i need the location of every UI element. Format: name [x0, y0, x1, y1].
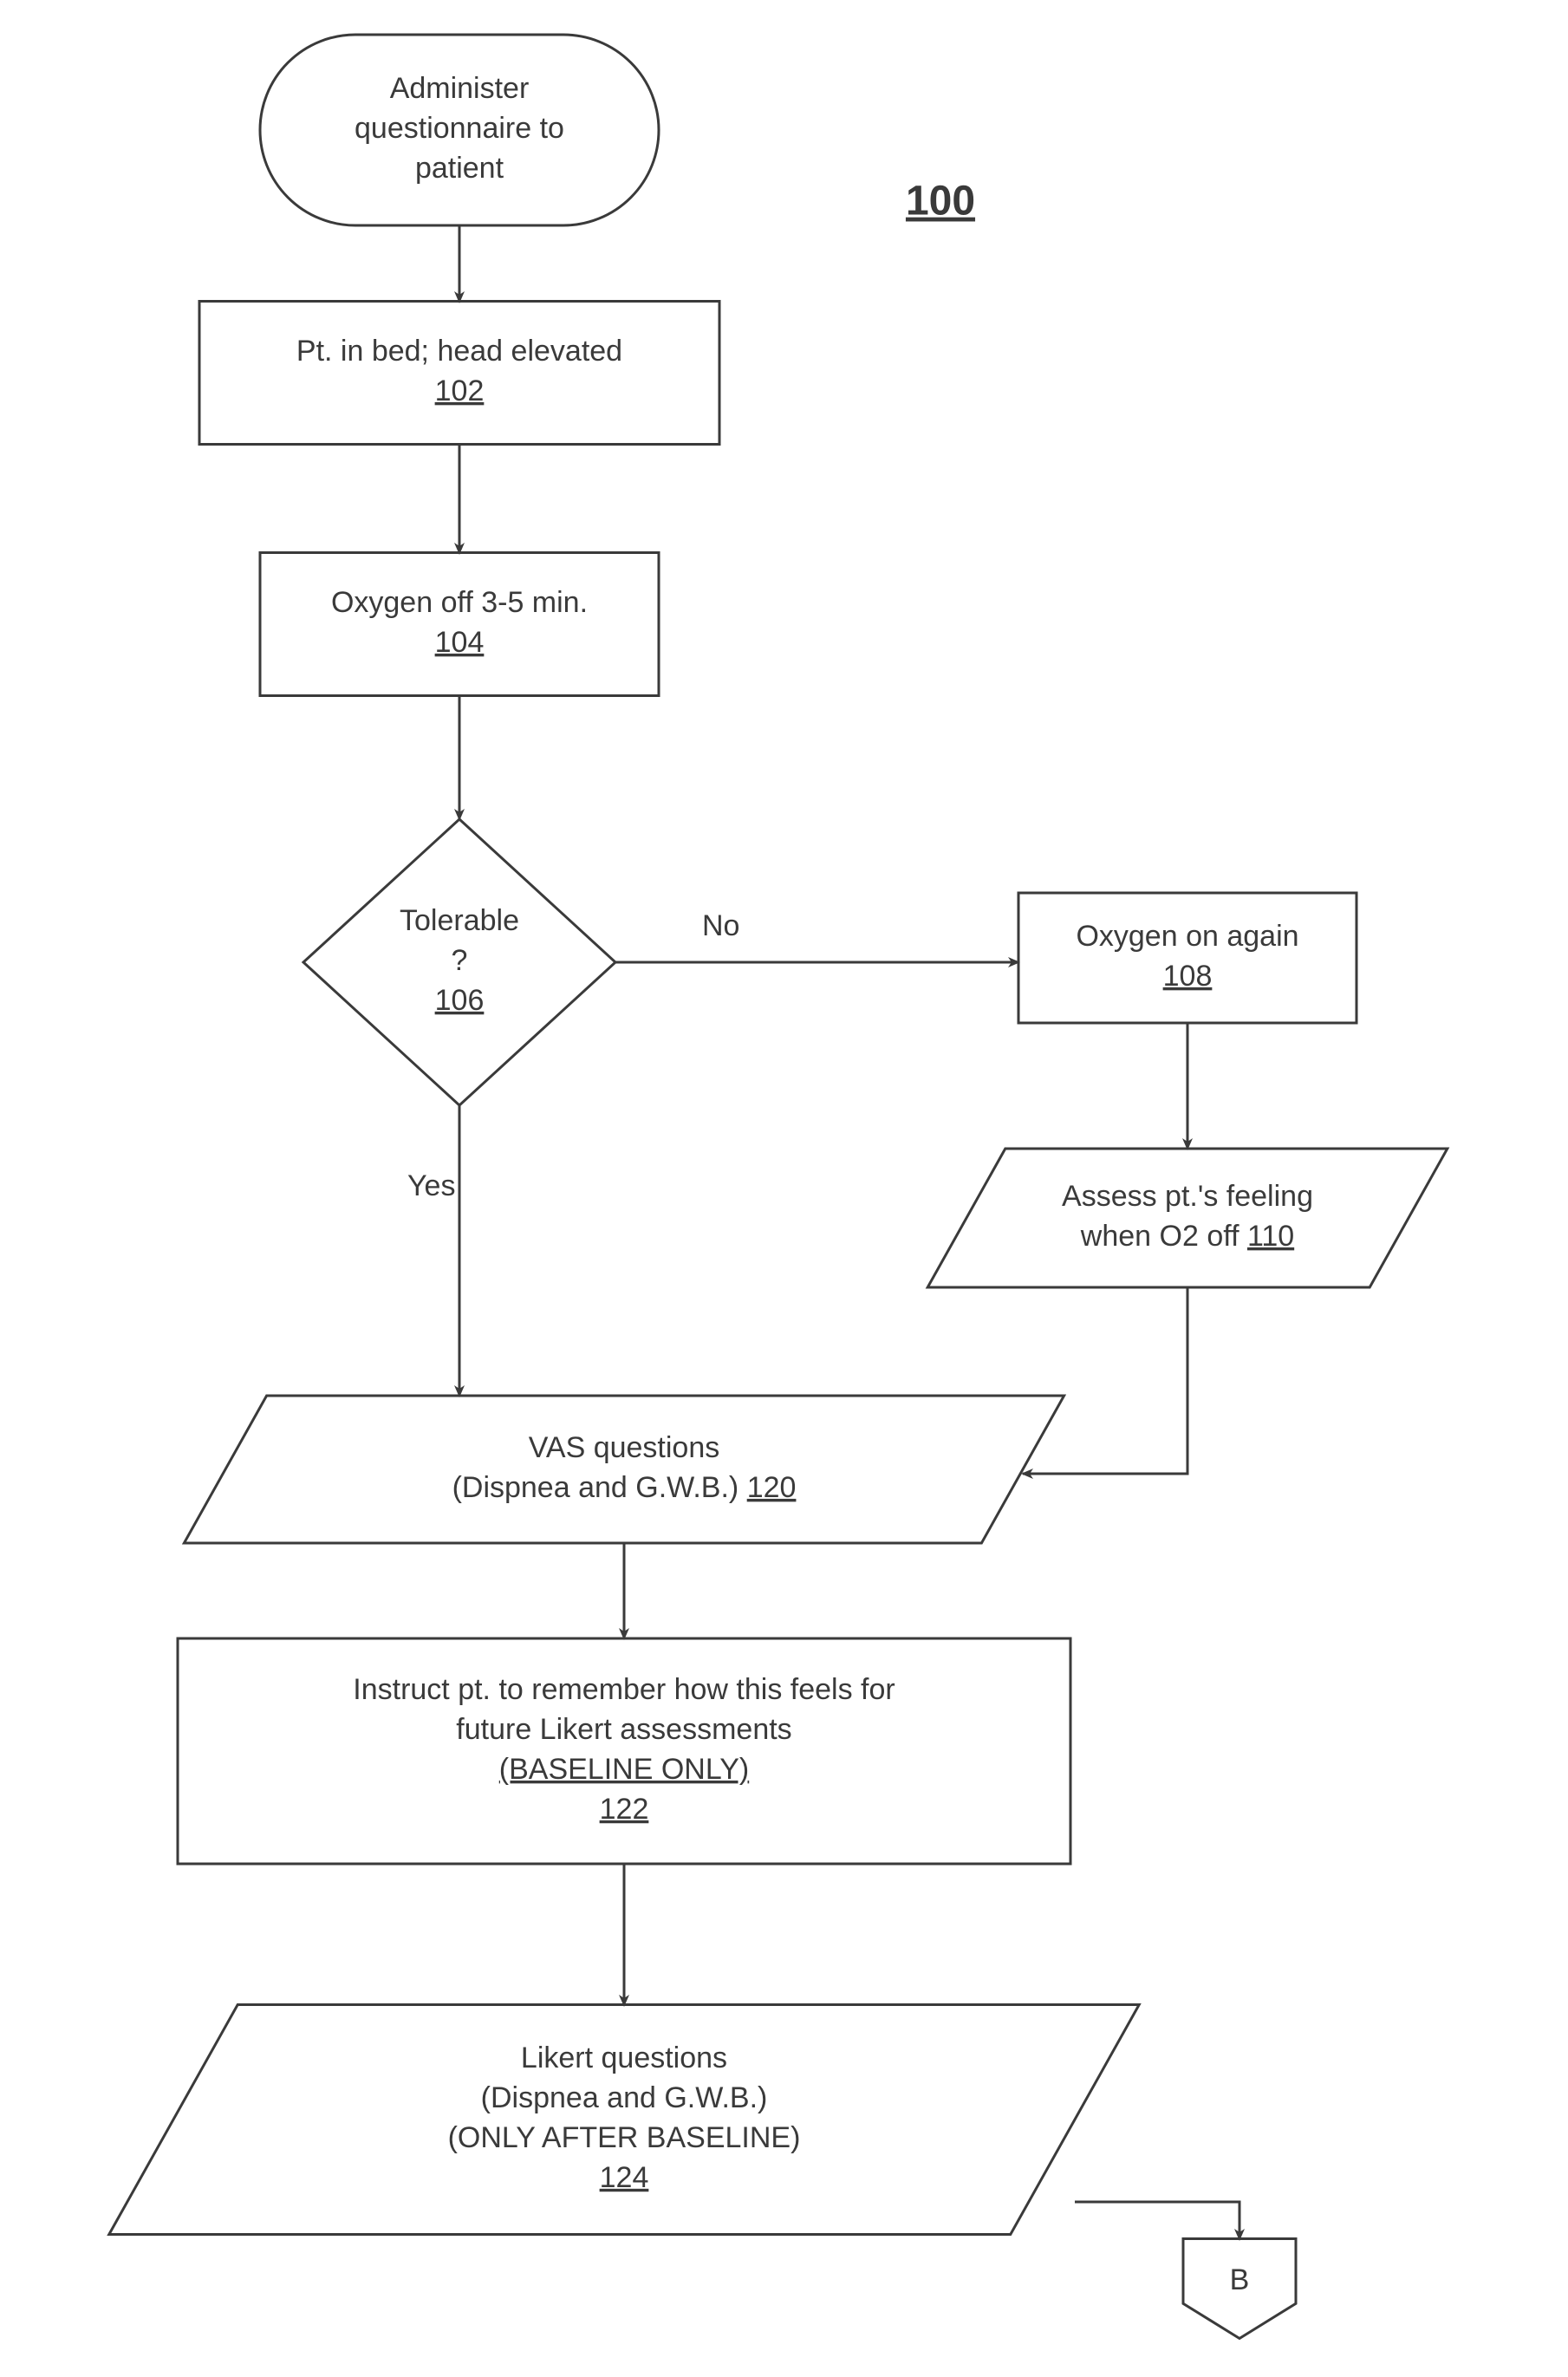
svg-text:patient: patient: [415, 152, 504, 185]
svg-text:B: B: [1230, 2263, 1250, 2296]
svg-text:when O2 off 110: when O2 off 110: [1080, 1220, 1294, 1253]
svg-text:Yes: Yes: [407, 1169, 455, 1202]
svg-text:108: 108: [1163, 960, 1213, 993]
flowchart-diagram: Yes No Administer questionnaire to patient P…: [0, 0, 1568, 2377]
svg-text:104: 104: [435, 626, 485, 659]
svg-text:102: 102: [435, 374, 485, 407]
nodes: Administer questionnaire to patient Pt. in …: [109, 35, 1448, 2339]
figure-reference: 100: [906, 179, 975, 225]
svg-text:Instruct pt. to remember how t: Instruct pt. to remember how this feels …: [353, 1673, 895, 1706]
svg-text:VAS questions: VAS questions: [529, 1431, 720, 1464]
svg-text:106: 106: [435, 984, 485, 1017]
svg-text:124: 124: [600, 2161, 649, 2194]
svg-text:(BASELINE ONLY): (BASELINE ONLY): [499, 1753, 749, 1786]
svg-text:No: No: [702, 909, 739, 942]
svg-text:(ONLY AFTER BASELINE): (ONLY AFTER BASELINE): [448, 2121, 801, 2154]
svg-text:122: 122: [600, 1793, 649, 1826]
svg-text:?: ?: [452, 944, 468, 977]
svg-text:Pt. in bed; head elevated: Pt. in bed; head elevated: [296, 335, 622, 368]
svg-text:Oxygen off 3-5 min.: Oxygen off 3-5 min.: [331, 586, 588, 619]
svg-text:Administer: Administer: [390, 72, 530, 105]
svg-text:future Likert assessments: future Likert assessments: [456, 1713, 791, 1746]
svg-text:Tolerable: Tolerable: [400, 904, 519, 937]
svg-text:questionnaire to: questionnaire to: [355, 112, 564, 145]
svg-text:Likert questions: Likert questions: [521, 2042, 727, 2074]
svg-text:Oxygen on again: Oxygen on again: [1076, 920, 1298, 953]
svg-text:Assess pt.'s feeling: Assess pt.'s feeling: [1062, 1180, 1313, 1213]
svg-text:(Dispnea and G.W.B.) 120: (Dispnea and G.W.B.) 120: [452, 1471, 797, 1504]
svg-text:(Dispnea and G.W.B.): (Dispnea and G.W.B.): [481, 2081, 768, 2114]
